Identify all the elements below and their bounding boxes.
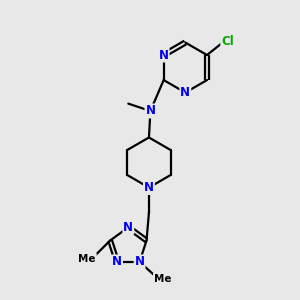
Text: N: N [112,255,122,268]
Text: N: N [159,49,169,62]
Text: N: N [135,255,145,268]
Text: Me: Me [154,274,171,284]
Text: Me: Me [78,254,96,264]
Text: N: N [144,181,154,194]
Text: N: N [180,86,190,99]
Text: N: N [123,221,133,234]
Text: N: N [146,104,155,118]
Text: Cl: Cl [221,35,234,48]
